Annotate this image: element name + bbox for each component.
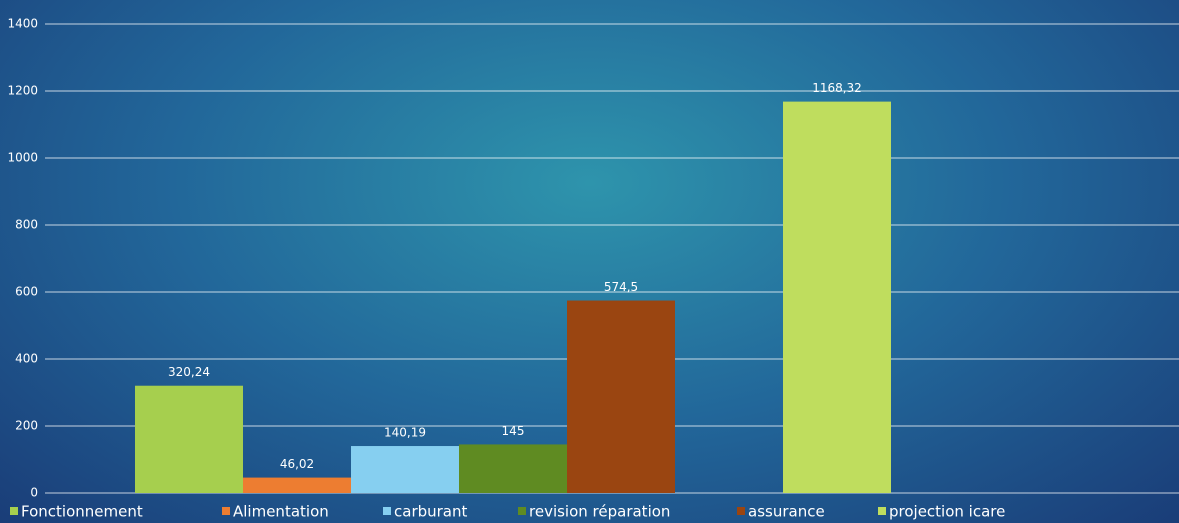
bar <box>135 385 243 493</box>
y-tick-label: 200 <box>15 419 38 433</box>
legend-swatch <box>383 507 391 515</box>
bar <box>243 477 351 493</box>
data-label: 145 <box>502 424 525 438</box>
bar <box>459 444 567 493</box>
legend-swatch <box>222 507 230 515</box>
y-tick-label: 400 <box>15 352 38 366</box>
y-tick-label: 600 <box>15 285 38 299</box>
data-label: 1168,32 <box>812 81 862 95</box>
legend-label: assurance <box>748 503 825 521</box>
legend-label: carburant <box>394 503 468 521</box>
bar <box>783 101 891 494</box>
y-tick-label: 1200 <box>7 84 38 98</box>
legend-swatch <box>518 507 526 515</box>
legend-label: projection icare <box>889 503 1005 521</box>
legend-label: revision réparation <box>529 503 670 521</box>
legend-label: Alimentation <box>233 503 329 521</box>
y-tick-label: 1400 <box>7 17 38 31</box>
y-tick-label: 1000 <box>7 151 38 165</box>
legend-swatch <box>878 507 886 515</box>
legend-swatch <box>737 507 745 515</box>
bar <box>351 446 459 493</box>
data-label: 46,02 <box>280 457 314 471</box>
legend-swatch <box>10 507 18 515</box>
legend-label: Fonctionnement <box>21 503 143 521</box>
data-label: 320,24 <box>168 365 210 379</box>
data-label: 140,19 <box>384 426 426 440</box>
y-tick-label: 0 <box>30 486 38 500</box>
bar <box>567 300 675 493</box>
y-tick-label: 800 <box>15 218 38 232</box>
data-label: 574,5 <box>604 280 638 294</box>
